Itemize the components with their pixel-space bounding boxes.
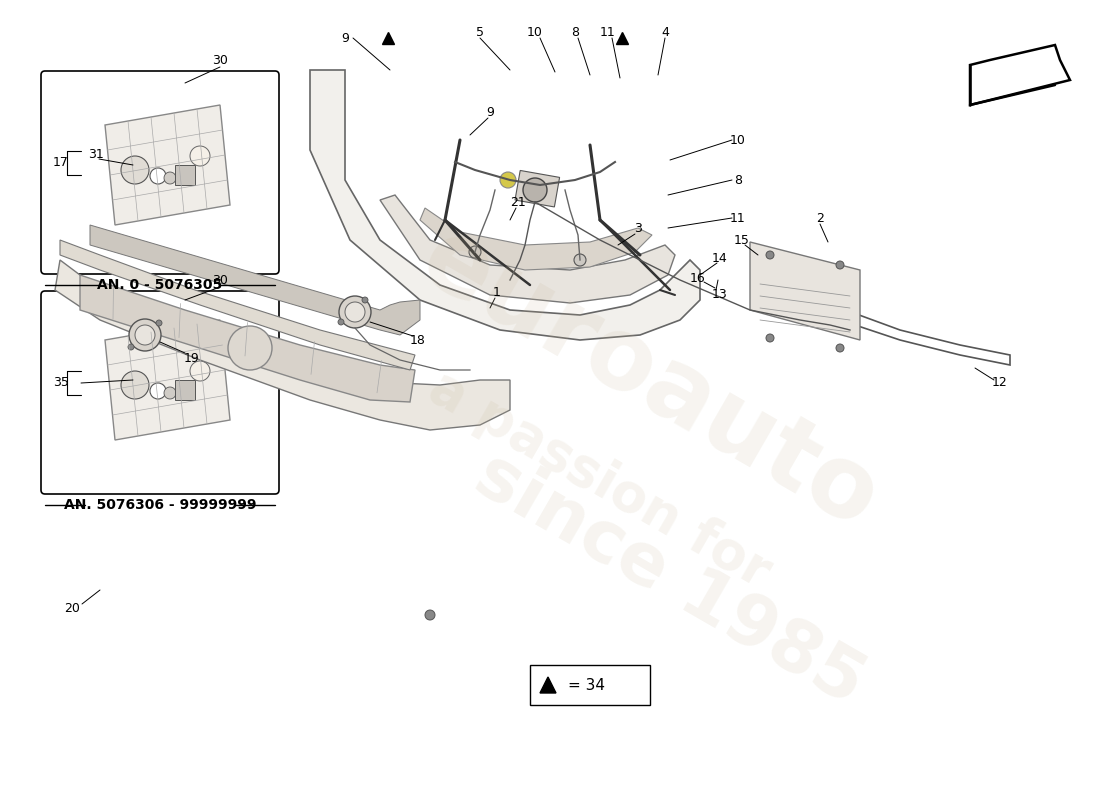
Circle shape [339, 296, 371, 328]
Text: 12: 12 [992, 375, 1008, 389]
Circle shape [362, 297, 369, 303]
Text: 2: 2 [816, 211, 824, 225]
Bar [175, 165, 195, 185]
Text: 11: 11 [601, 26, 616, 38]
Circle shape [121, 371, 148, 399]
Text: 10: 10 [527, 26, 543, 38]
Text: 17: 17 [53, 157, 69, 170]
Circle shape [836, 344, 844, 352]
Text: 21: 21 [510, 195, 526, 209]
Text: 5: 5 [476, 26, 484, 38]
Polygon shape [540, 677, 556, 693]
Text: 4: 4 [661, 26, 669, 38]
Text: 19: 19 [184, 351, 200, 365]
FancyBboxPatch shape [41, 71, 279, 274]
Text: 31: 31 [88, 149, 103, 162]
Text: euroauto: euroauto [404, 210, 896, 550]
Polygon shape [60, 240, 415, 370]
Polygon shape [750, 242, 860, 340]
Circle shape [574, 254, 586, 266]
Text: = 34: = 34 [568, 678, 605, 693]
Text: 9: 9 [341, 31, 349, 45]
Circle shape [129, 319, 161, 351]
Circle shape [522, 178, 547, 202]
Text: since 1985: since 1985 [463, 441, 877, 719]
Text: 15: 15 [734, 234, 750, 246]
Circle shape [164, 172, 176, 184]
Polygon shape [104, 320, 230, 440]
Bar [515, 170, 560, 207]
Circle shape [836, 261, 844, 269]
Text: a passion for: a passion for [420, 362, 780, 598]
Polygon shape [310, 70, 700, 340]
Polygon shape [379, 195, 675, 303]
Text: 30: 30 [212, 274, 228, 286]
Text: 8: 8 [734, 174, 742, 186]
Circle shape [156, 320, 162, 326]
Circle shape [500, 172, 516, 188]
Text: 13: 13 [712, 289, 728, 302]
Circle shape [469, 246, 481, 258]
Circle shape [345, 302, 365, 322]
Text: 1: 1 [493, 286, 500, 298]
Circle shape [150, 168, 166, 184]
Polygon shape [90, 225, 420, 335]
Text: 30: 30 [212, 54, 228, 66]
Circle shape [164, 387, 176, 399]
FancyBboxPatch shape [41, 291, 279, 494]
Text: 14: 14 [712, 251, 728, 265]
Bar [530, 665, 650, 705]
Circle shape [121, 156, 148, 184]
Polygon shape [80, 275, 415, 402]
Polygon shape [104, 105, 230, 225]
Text: 11: 11 [730, 211, 746, 225]
Text: 8: 8 [571, 26, 579, 38]
Circle shape [190, 146, 210, 166]
Polygon shape [55, 260, 510, 430]
Circle shape [766, 334, 774, 342]
Text: 20: 20 [64, 602, 80, 614]
Text: AN. 5076306 - 99999999: AN. 5076306 - 99999999 [64, 498, 256, 512]
Text: 18: 18 [410, 334, 426, 346]
Text: 3: 3 [634, 222, 642, 234]
Bar [175, 380, 195, 400]
Circle shape [135, 325, 155, 345]
Text: 35: 35 [53, 377, 69, 390]
Polygon shape [420, 208, 652, 270]
Circle shape [150, 383, 166, 399]
Text: 16: 16 [690, 271, 706, 285]
Circle shape [190, 361, 210, 381]
Text: 10: 10 [730, 134, 746, 146]
Circle shape [338, 319, 344, 325]
Circle shape [228, 326, 272, 370]
Text: 9: 9 [486, 106, 494, 118]
Circle shape [425, 610, 435, 620]
Text: AN. 0 - 5076305: AN. 0 - 5076305 [98, 278, 222, 292]
Circle shape [128, 344, 134, 350]
Circle shape [766, 251, 774, 259]
